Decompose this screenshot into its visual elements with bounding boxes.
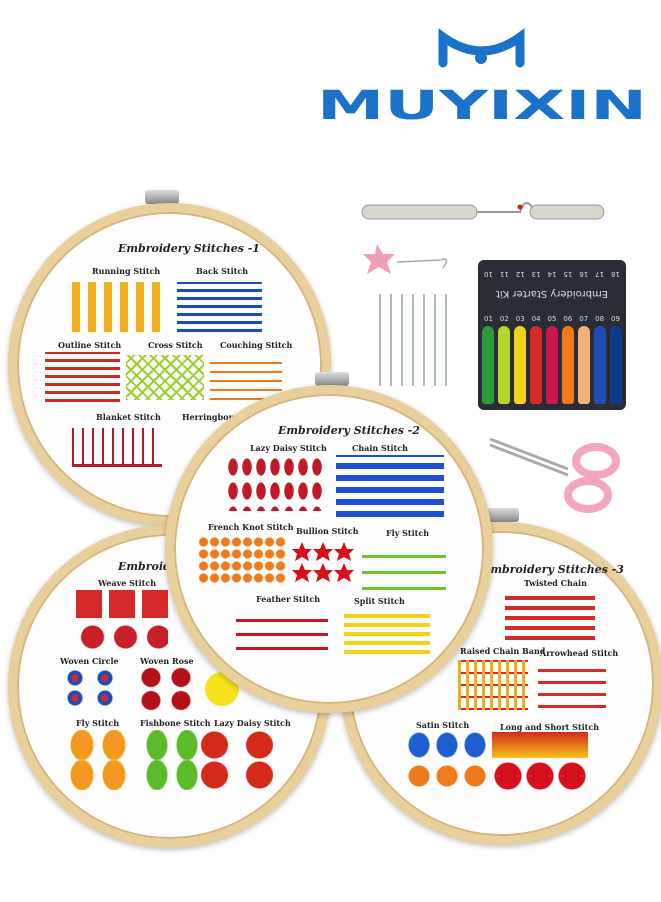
stitch-label: Fishbone Stitch	[140, 718, 211, 728]
fly-stitch-sample	[362, 542, 446, 590]
logo-dot	[475, 52, 487, 64]
stitch-label: Blanket Stitch	[96, 412, 161, 422]
stitch-label: Herringbone	[182, 412, 240, 422]
brand-logo: MUYIXIN	[317, 28, 647, 125]
stitch-label: Feather Stitch	[256, 594, 321, 604]
blanket-stitch-sample	[72, 428, 162, 467]
woven-circle-sample	[60, 668, 120, 708]
couching-stitch-sample	[210, 355, 282, 400]
thread-skein	[498, 326, 510, 404]
raised-chain-band-sample	[458, 660, 528, 710]
stitch-label: French Knot Stitch	[208, 522, 294, 532]
hoop-title: Embroidery Stitches -1	[118, 242, 260, 255]
card-number: 04	[531, 315, 541, 323]
lazy-daisy-sample	[226, 455, 326, 511]
card-number: 01	[484, 315, 493, 323]
needles-icon	[379, 294, 447, 386]
stitch-label: Back Stitch	[196, 266, 249, 276]
thread-skein	[578, 326, 590, 404]
card-number: 10	[484, 270, 493, 278]
thread-organizer-card: 18 17 16 15 14 13 12 11 10 Embroidery Starter Ki…	[478, 260, 626, 410]
stitch-label: Couching Stitch	[220, 340, 293, 350]
running-stitch-sample	[72, 282, 167, 332]
stitch-label: Woven Circle	[60, 656, 119, 666]
stitch-label: Raised Chain Band	[460, 646, 546, 656]
card-number: 03	[515, 315, 525, 323]
hoop-screw	[485, 508, 519, 522]
card-number: 06	[563, 315, 573, 323]
weave-circle-sample	[76, 624, 168, 650]
feather-stitch-sample	[236, 608, 328, 650]
card-number: 02	[499, 315, 509, 323]
card-number: 15	[563, 270, 573, 278]
stitch-label: Cross Stitch	[148, 340, 203, 350]
card-numbers-bottom: 01 02 03 04 05 06 07 08 09	[484, 315, 620, 323]
thread-skein	[546, 326, 558, 404]
hoop-title: Embroidery Stitches -3	[482, 563, 624, 576]
thread-skeins	[482, 326, 622, 404]
lazy-daisy-sample	[192, 730, 282, 790]
fly-stitch-sample	[66, 730, 130, 790]
stitch-label: Fly Stitch	[76, 718, 120, 728]
thread-skein	[610, 326, 622, 404]
stitch-label: Outline Stitch	[58, 340, 122, 350]
card-number: 08	[595, 315, 605, 323]
card-number: 09	[611, 315, 620, 323]
needle-threader-icon	[363, 244, 448, 274]
stitch-label: Lazy Daisy Stitch	[214, 718, 291, 728]
card-number: 12	[515, 270, 525, 278]
stitch-label: Lazy Daisy Stitch	[250, 443, 327, 453]
woven-rose-sample	[136, 666, 196, 712]
thread-skein	[530, 326, 542, 404]
stitch-label: Weave Stitch	[98, 578, 157, 588]
hoop-title: Embroidery Stitches -2	[278, 424, 420, 437]
card-title: Embroidery Starter Kit	[495, 288, 609, 299]
heart-sample	[405, 764, 489, 788]
card-number: 16	[579, 270, 589, 278]
thread-skein	[514, 326, 526, 404]
thread-skein	[482, 326, 494, 404]
seam-ripper-icon	[361, 202, 605, 220]
weave-stitch-sample	[76, 590, 168, 618]
back-stitch-sample	[177, 282, 262, 332]
card-number: 13	[531, 270, 541, 278]
thread-skein	[594, 326, 606, 404]
card-number: 17	[595, 270, 605, 278]
hoop-screw	[315, 372, 349, 386]
stitch-label: Running Stitch	[92, 266, 161, 276]
card-number: 18	[611, 270, 620, 278]
card-numbers-top: 18 17 16 15 14 13 12 11 10	[484, 270, 620, 278]
stitch-label: Long and Short Stitch	[500, 722, 600, 732]
card-number: 07	[579, 315, 589, 323]
stitch-label: Arrowhead Stitch	[540, 648, 619, 658]
card-number: 05	[547, 315, 557, 323]
stitch-label: Woven Rose	[140, 656, 194, 666]
hoop-screw	[145, 190, 179, 204]
chain-stitch-sample	[336, 455, 444, 517]
stitch-label: Split Stitch	[354, 596, 405, 606]
long-short-sample	[492, 732, 588, 758]
thread-skein	[562, 326, 574, 404]
stitch-label: Fly Stitch	[386, 528, 430, 538]
stitch-label: Satin Stitch	[416, 720, 470, 730]
card-number: 14	[547, 270, 557, 278]
card-number: 11	[499, 270, 509, 278]
bullion-stitch-sample	[292, 542, 354, 582]
french-knot-sample	[198, 536, 286, 584]
stitch-label: Twisted Chain	[524, 578, 587, 588]
split-stitch-sample	[344, 610, 430, 654]
outline-stitch-sample	[45, 352, 120, 402]
arrowhead-stitch-sample	[538, 660, 606, 708]
logo-mark	[438, 28, 525, 68]
stitch-label: Bullion Stitch	[296, 526, 359, 536]
long-short-circles-sample	[492, 762, 588, 790]
satin-stitch-sample	[405, 732, 489, 758]
cross-stitch-sample	[126, 355, 204, 400]
brand-name: MUYIXIN	[317, 83, 647, 125]
twisted-chain-sample	[505, 590, 595, 640]
stitch-label: Chain Stitch	[352, 443, 408, 453]
scissors-icon	[489, 437, 620, 513]
